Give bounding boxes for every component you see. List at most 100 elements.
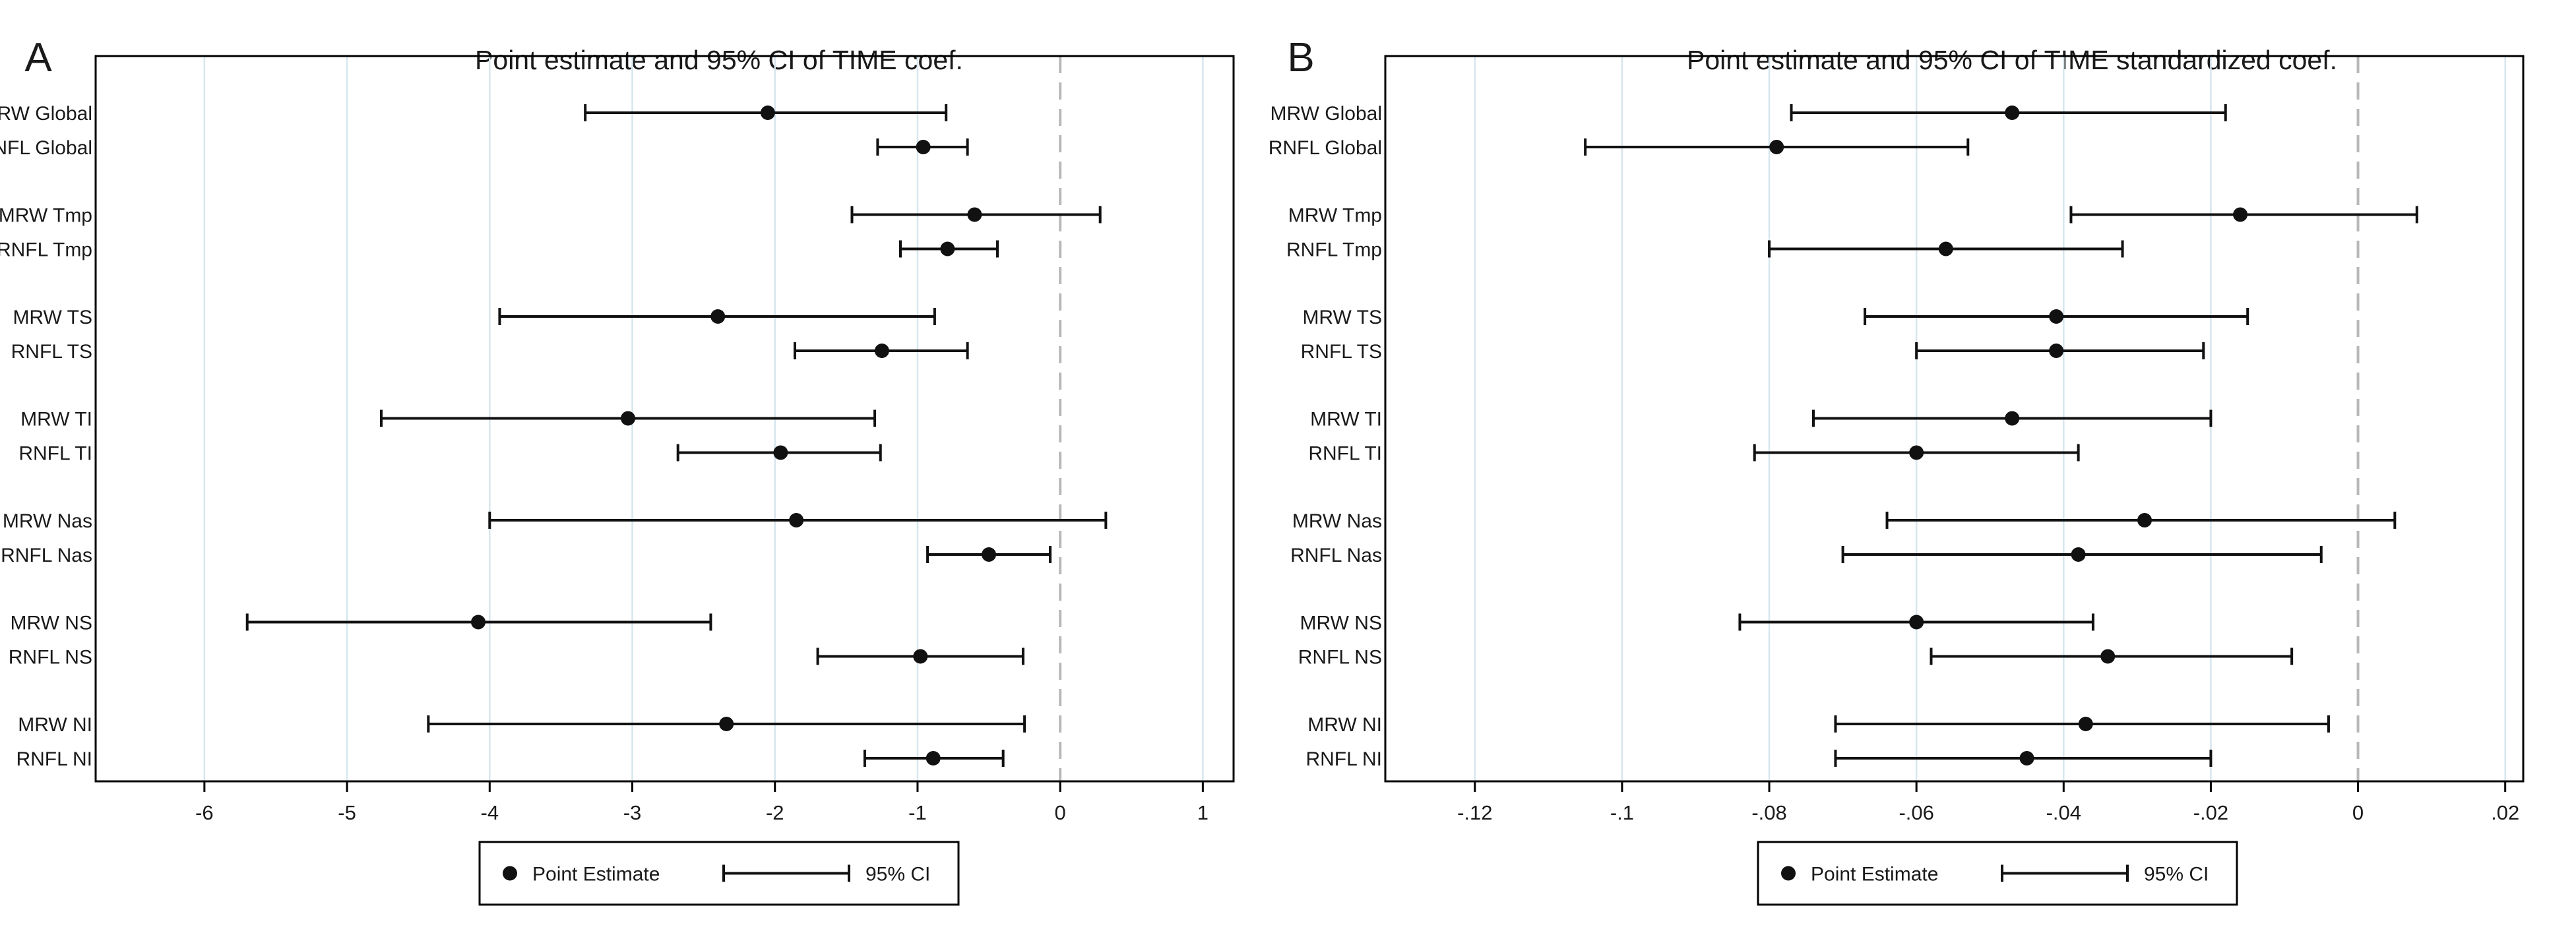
row-label: RNFL NS xyxy=(1298,647,1382,669)
point-estimate xyxy=(926,751,941,766)
row-label: RNFL Global xyxy=(0,137,92,159)
legend-box xyxy=(478,841,960,906)
row-label: MRW Nas xyxy=(1292,510,1382,532)
estimate-row: RNFL TS xyxy=(1301,341,2205,363)
estimate-row: MRW NS xyxy=(11,613,712,634)
row-label: MRW TI xyxy=(1310,409,1382,431)
estimate-row: MRW Tmp xyxy=(1288,205,2418,227)
point-estimate xyxy=(1769,140,1784,154)
panel-a-chart: A Point estimate and 95% CI of TIME coef.… xyxy=(0,35,1235,906)
point-estimate xyxy=(1909,615,1924,630)
row-label: RNFL TI xyxy=(18,443,92,465)
plot-frame xyxy=(1384,55,2525,783)
legend-ci-label: 95% CI xyxy=(865,864,930,886)
legend-box xyxy=(1757,841,2238,906)
estimate-row: MRW NI xyxy=(18,714,1026,736)
x-tick-label: -5 xyxy=(338,801,356,824)
estimate-row: MRW NS xyxy=(1300,613,2094,634)
estimate-row: RNFL Tmp xyxy=(1286,239,2124,261)
estimate-row: MRW TI xyxy=(20,409,877,431)
point-estimate xyxy=(982,547,997,562)
estimate-row: RNFL Global xyxy=(1269,137,1970,159)
row-label: RNFL Nas xyxy=(1,545,92,566)
estimate-row: RNFL Nas xyxy=(1,545,1052,566)
point-estimate xyxy=(874,344,889,358)
estimate-row: MRW Nas xyxy=(3,510,1108,532)
row-label: MRW Global xyxy=(0,103,92,125)
estimate-row: RNFL TI xyxy=(1308,443,2080,465)
point-estimate xyxy=(471,615,486,630)
point-estimate xyxy=(2078,717,2093,731)
x-tick-label: -6 xyxy=(195,801,214,824)
estimate-row: RNFL TI xyxy=(18,443,882,465)
point-estimate xyxy=(2005,105,2020,120)
row-label: MRW TS xyxy=(1302,307,1382,328)
row-label: RNFL Global xyxy=(1269,137,1382,159)
row-label: RNFL Tmp xyxy=(0,239,92,261)
estimate-row: MRW TI xyxy=(1310,409,2213,431)
legend-point-symbol xyxy=(503,866,517,881)
estimate-row: MRW TS xyxy=(1302,307,2249,328)
row-label: MRW Tmp xyxy=(0,205,92,227)
point-estimate xyxy=(2005,411,2020,426)
estimate-row: MRW NI xyxy=(1307,714,2330,736)
point-estimate xyxy=(2049,344,2064,358)
estimate-row: RNFL Nas xyxy=(1290,545,2323,566)
point-estimate xyxy=(2019,751,2034,766)
estimate-row: MRW Global xyxy=(0,103,948,125)
row-label: RNFL TS xyxy=(1301,341,1382,363)
row-label: MRW Nas xyxy=(3,510,92,532)
estimate-row: MRW Global xyxy=(1271,103,2227,125)
x-tick-label: -4 xyxy=(481,801,499,824)
point-estimate xyxy=(2233,207,2248,222)
point-estimate xyxy=(1909,445,1924,460)
row-label: RNFL Tmp xyxy=(1286,239,1382,261)
row-label: MRW NI xyxy=(18,714,92,736)
x-tick-label: -3 xyxy=(623,801,642,824)
x-tick-label: -.04 xyxy=(2046,801,2081,824)
point-estimate xyxy=(710,309,726,324)
legend: Point Estimate 95% CI xyxy=(478,841,960,906)
x-tick-label: -1 xyxy=(908,801,927,824)
point-estimate xyxy=(2049,309,2064,324)
x-tick-label: 0 xyxy=(2352,801,2364,824)
plot-frame xyxy=(94,55,1235,783)
chart-title: Point estimate and 95% CI of TIME standa… xyxy=(1687,45,2337,75)
legend-point-symbol xyxy=(1781,866,1796,881)
row-label: MRW Global xyxy=(1271,103,1382,125)
point-estimate xyxy=(2071,547,2086,562)
point-estimate xyxy=(773,445,788,460)
point-estimate xyxy=(916,140,931,154)
row-label: MRW NI xyxy=(1307,714,1382,736)
x-tick-label: 0 xyxy=(1055,801,1066,824)
estimate-row: MRW Tmp xyxy=(0,205,1102,227)
estimate-row: MRW Nas xyxy=(1292,510,2397,532)
panel-label: A xyxy=(24,35,52,80)
estimate-row: RNFL Tmp xyxy=(0,239,999,261)
x-tick-label: -.06 xyxy=(1899,801,1933,824)
estimate-row: RNFL TS xyxy=(11,341,969,363)
x-tick-label: .02 xyxy=(2491,801,2519,824)
row-label: RNFL NI xyxy=(1305,748,1382,770)
row-label: MRW TI xyxy=(20,409,92,431)
legend-ci-label: 95% CI xyxy=(2144,864,2209,886)
x-tick-label: -.02 xyxy=(2193,801,2228,824)
point-estimate xyxy=(913,649,928,664)
point-estimate xyxy=(2137,513,2152,527)
legend: Point Estimate 95% CI xyxy=(1757,841,2238,906)
panel-label: B xyxy=(1287,35,1314,80)
point-estimate xyxy=(621,411,636,426)
panel-b-chart: B Point estimate and 95% CI of TIME stand… xyxy=(1269,35,2525,906)
estimate-row: RNFL NI xyxy=(16,748,1005,770)
point-estimate xyxy=(1938,241,1953,256)
row-label: RNFL TI xyxy=(1308,443,1382,465)
row-label: MRW Tmp xyxy=(1288,205,1382,227)
legend-point-label: Point Estimate xyxy=(1811,864,1938,886)
estimate-row: MRW TS xyxy=(13,307,936,328)
point-estimate xyxy=(940,241,955,256)
legend-point-label: Point Estimate xyxy=(532,864,660,886)
row-label: RNFL NI xyxy=(16,748,92,770)
x-tick-label: -.12 xyxy=(1457,801,1492,824)
point-estimate xyxy=(719,717,734,731)
